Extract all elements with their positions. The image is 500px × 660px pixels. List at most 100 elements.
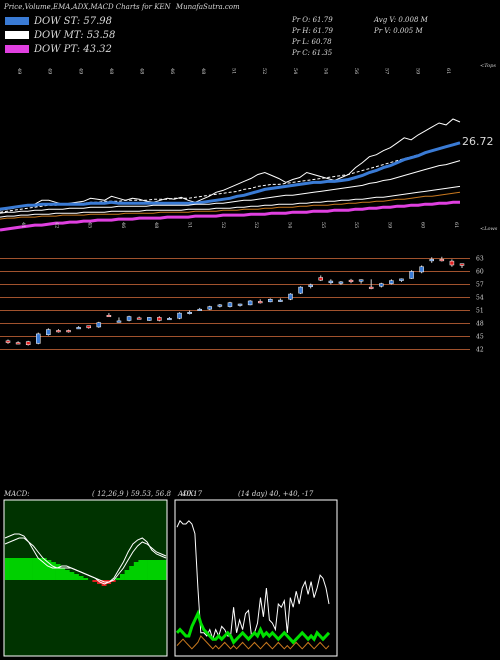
tops-label: 54 bbox=[322, 68, 328, 74]
candle-body bbox=[358, 279, 364, 282]
candle-body bbox=[459, 263, 465, 266]
adx-series-line bbox=[175, 609, 331, 646]
ema-series-line bbox=[0, 118, 461, 211]
macd-histogram-bar bbox=[69, 572, 75, 580]
price-tick-label: 57 bbox=[476, 282, 484, 289]
candle-body bbox=[146, 317, 152, 321]
macd-histogram-bar bbox=[161, 560, 167, 580]
macd-histogram-bar bbox=[51, 562, 56, 580]
candle-body bbox=[106, 315, 112, 318]
adx-value: 40.17 bbox=[181, 490, 203, 498]
candle-body bbox=[177, 312, 182, 319]
quote-volume: Pr V: 0.005 M bbox=[373, 27, 423, 35]
quote-open: Pr O: 61.79 bbox=[291, 16, 333, 24]
macd-histogram-bar bbox=[152, 560, 158, 580]
tops-label: 48 bbox=[108, 68, 114, 74]
lows-label: 42 bbox=[53, 222, 59, 228]
candle-body bbox=[338, 281, 344, 284]
tops-label: 49 bbox=[16, 68, 22, 74]
macd-histogram-bar bbox=[60, 568, 66, 580]
candle-body bbox=[368, 286, 374, 289]
macd-histogram-bar bbox=[110, 580, 116, 582]
lows-label: 54 bbox=[286, 222, 292, 228]
candle-body bbox=[278, 299, 283, 302]
macd-histogram-bar bbox=[46, 560, 52, 580]
macd-histogram-bar bbox=[92, 580, 98, 582]
macd-histogram-bar bbox=[115, 578, 121, 580]
candle-body bbox=[126, 316, 132, 321]
adx-params: (14 day) 40, +40, -17 bbox=[238, 490, 314, 498]
macd-histogram-bar bbox=[9, 558, 15, 580]
price-tick-label: 48 bbox=[476, 321, 484, 328]
candle-body bbox=[25, 341, 31, 345]
candle-body bbox=[36, 333, 41, 344]
tops-label: 49 bbox=[77, 68, 83, 74]
price-grid: 42 45 48 51 54 57 60 63 bbox=[0, 256, 484, 354]
candle-body bbox=[66, 330, 71, 333]
macd-histogram-bar bbox=[64, 570, 70, 580]
lows-label: 41 bbox=[20, 222, 26, 228]
price-tick-label: 42 bbox=[476, 347, 484, 354]
macd-histogram-bar bbox=[120, 574, 125, 580]
tops-label: 57 bbox=[384, 68, 390, 74]
macd-histogram-bar bbox=[143, 560, 148, 580]
quote-close: Pr C: 61.35 bbox=[291, 49, 333, 57]
price-candles bbox=[5, 256, 465, 346]
candle-body bbox=[429, 259, 434, 262]
legend-swatch-st bbox=[5, 17, 29, 25]
candle-body bbox=[288, 293, 293, 300]
adx-series-line bbox=[176, 635, 330, 650]
macd-histogram-bar bbox=[133, 562, 139, 580]
tops-label: 52 bbox=[261, 68, 267, 74]
price-tick-label: 45 bbox=[476, 334, 484, 341]
lows-label: 60 bbox=[420, 222, 426, 228]
tops-label: 46 bbox=[169, 68, 175, 74]
ema-series-line bbox=[0, 142, 461, 213]
candle-body bbox=[247, 300, 253, 306]
macd-histogram-bar bbox=[23, 558, 29, 580]
macd-histogram-bar bbox=[5, 558, 10, 580]
candle-body bbox=[76, 327, 81, 330]
ema-series-line bbox=[0, 185, 461, 218]
candle-body bbox=[5, 340, 11, 343]
tops-label: 61 bbox=[445, 68, 451, 74]
lows-label: 52 bbox=[220, 222, 226, 228]
ema-lows-labels: 41 42 45 46 48 51 52 52 54 55 55 59 60 61 bbox=[20, 222, 459, 228]
candle-body bbox=[298, 286, 303, 294]
macd-histogram-bar bbox=[129, 566, 135, 580]
lows-label: 61 bbox=[453, 222, 459, 228]
candle-body bbox=[56, 330, 61, 333]
macd-histogram-bar bbox=[37, 558, 43, 580]
lows-label: 55 bbox=[353, 222, 359, 228]
candle-body bbox=[268, 298, 273, 303]
macd-histogram-bar bbox=[41, 558, 47, 580]
site-name: MunafaSutra.com bbox=[175, 3, 240, 11]
candle-body bbox=[15, 342, 21, 345]
candle-body bbox=[96, 322, 102, 328]
ema-panel: 49 49 49 48 48 46 48 51 52 54 54 56 57 59 61 <Tops 26.… bbox=[0, 63, 498, 232]
candle-body bbox=[409, 271, 414, 279]
candle-body bbox=[419, 266, 424, 273]
page-header: Price,Volume,EMA,ADX,MACD Charts for KEN… bbox=[4, 3, 240, 11]
lows-label: 48 bbox=[153, 222, 159, 228]
adx-panel: ADX: 40.17 (14 day) 40, +40, -17 bbox=[174, 490, 338, 657]
candle-body bbox=[439, 259, 445, 262]
legend-label-pt: DOW PT: 43.32 bbox=[33, 44, 112, 55]
macd-params: ( 12,26,9 ) 59.53, 56.8 bbox=[92, 490, 171, 498]
macd-lines bbox=[4, 533, 167, 585]
tops-label: 51 bbox=[231, 68, 237, 74]
macd-histogram-bar bbox=[156, 560, 162, 580]
candle-body bbox=[167, 318, 172, 321]
price-panel: 42 45 48 51 54 57 60 63 bbox=[0, 256, 484, 354]
legend-label-st: DOW ST: 57.98 bbox=[33, 16, 112, 27]
price-tick-label: 60 bbox=[476, 269, 484, 276]
candle-body bbox=[379, 283, 384, 287]
quote-readout: Pr O: 61.79 Pr H: 61.79 Pr L: 60.78 Pr C… bbox=[291, 16, 429, 57]
tops-label: 59 bbox=[414, 68, 420, 74]
tops-label: 48 bbox=[200, 68, 206, 74]
candle-body bbox=[389, 280, 394, 284]
candle-body bbox=[136, 317, 142, 320]
candle-body bbox=[318, 277, 324, 281]
quote-avg-volume: Avg V: 0.008 M bbox=[373, 16, 429, 24]
